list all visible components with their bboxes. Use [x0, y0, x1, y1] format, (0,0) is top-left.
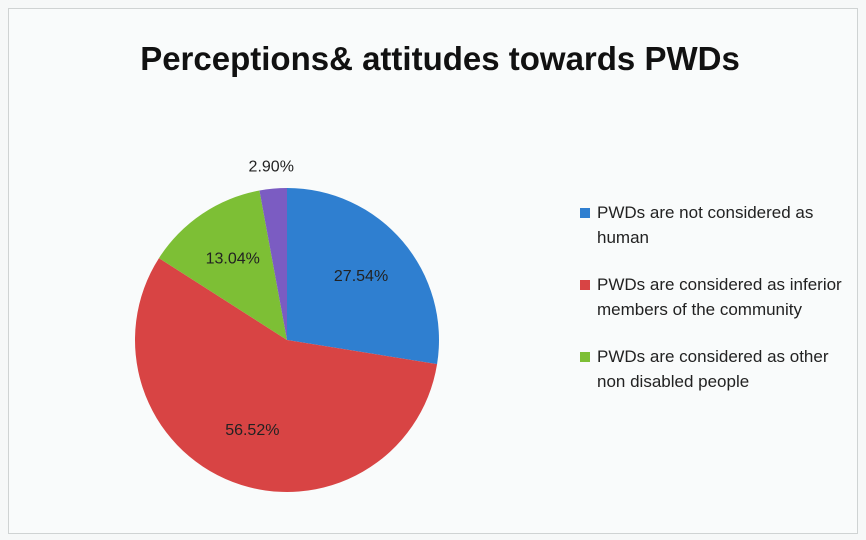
pie-slice — [287, 188, 439, 365]
data-label: 27.54% — [334, 268, 388, 285]
data-label: 13.04% — [206, 250, 260, 267]
data-label: 2.90% — [249, 159, 294, 176]
legend-label: PWDs are considered as inferior members … — [597, 275, 842, 319]
legend-swatch — [580, 208, 590, 218]
legend-swatch — [580, 280, 590, 290]
chart-frame — [8, 8, 858, 534]
legend: PWDs are not considered as human PWDs are… — [578, 200, 853, 416]
legend-swatch — [580, 352, 590, 362]
legend-item: PWDs are considered as other non disable… — [578, 344, 853, 394]
pie-slice — [259, 188, 287, 340]
legend-label: PWDs are not considered as human — [597, 203, 814, 247]
legend-item: PWDs are not considered as human — [578, 200, 853, 250]
chart-title: Perceptions& attitudes towards PWDs — [140, 40, 740, 77]
data-label: 56.52% — [225, 422, 279, 439]
legend-item: PWDs are considered as inferior members … — [578, 272, 853, 322]
pie-slice — [134, 258, 438, 493]
legend-label: PWDs are considered as other non disable… — [597, 347, 829, 391]
pie-slice — [158, 190, 287, 340]
